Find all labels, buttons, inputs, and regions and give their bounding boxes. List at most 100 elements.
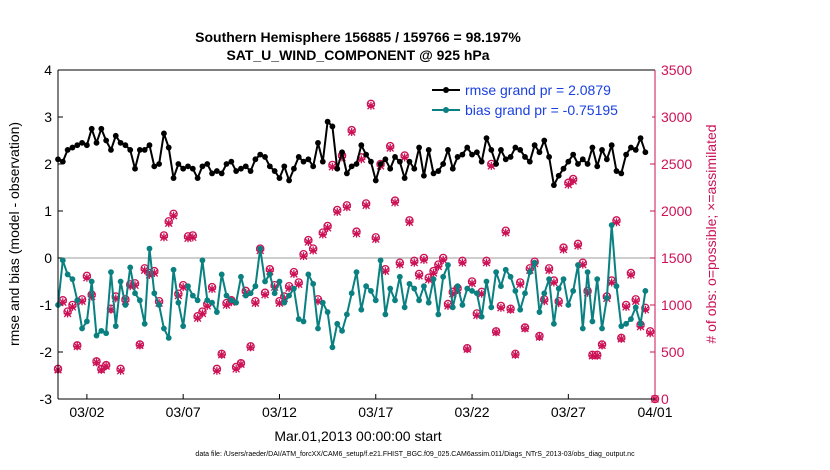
y-tick-label-left: 0 xyxy=(44,250,52,266)
rmse-point xyxy=(575,161,581,167)
rmse-point xyxy=(469,151,475,158)
bias-point xyxy=(291,285,297,292)
obs-assimilated-marker xyxy=(188,233,197,242)
rmse-point xyxy=(473,149,480,156)
rmse-point xyxy=(387,165,394,172)
rmse-point xyxy=(570,151,577,158)
obs-assimilated-marker xyxy=(299,252,308,261)
chart-title-line2: SAT_U_WIND_COMPONENT @ 925 hPa xyxy=(226,47,489,63)
rmse-point xyxy=(266,163,273,170)
bias-point xyxy=(599,325,605,332)
rmse-point xyxy=(228,158,235,165)
y-tick-label-left: -1 xyxy=(40,297,53,313)
rmse-point xyxy=(584,161,591,167)
y-tick-label-right: 3000 xyxy=(661,109,692,125)
rmse-point xyxy=(642,149,649,156)
rmse-point xyxy=(512,144,519,151)
bias-point xyxy=(252,283,259,290)
rmse-point xyxy=(238,165,244,172)
y-tick-label-right: 1500 xyxy=(661,250,692,266)
bias-point xyxy=(319,299,326,306)
rmse-point xyxy=(291,165,297,172)
bias-point xyxy=(266,271,273,278)
bias-point xyxy=(618,323,625,330)
bias-point xyxy=(363,283,370,290)
rmse-point xyxy=(507,154,514,160)
y-tick-label-right: 0 xyxy=(661,391,669,407)
rmse-point xyxy=(348,163,355,170)
obs-assimilated-marker xyxy=(371,235,380,244)
obs-assimilated-marker xyxy=(212,366,221,375)
obs-assimilated-marker xyxy=(198,309,207,318)
chart-legend: rmse grand pr = 2.0879 bias grand pr = -… xyxy=(428,79,652,120)
rmse-point xyxy=(628,144,634,151)
obs-assimilated-marker xyxy=(400,153,409,162)
rmse-point xyxy=(175,161,182,167)
rmse-point xyxy=(136,147,143,153)
obs-assimilated-marker xyxy=(501,228,510,237)
rmse-point xyxy=(305,156,312,163)
obs-assimilated-marker xyxy=(261,290,270,299)
rmse-point xyxy=(454,154,461,160)
bias-point xyxy=(425,299,432,306)
bias-point xyxy=(233,299,240,306)
rmse-point xyxy=(550,182,557,189)
rmse-point xyxy=(343,170,350,177)
bias-point xyxy=(440,273,447,280)
bias-point xyxy=(223,292,230,299)
obs-assimilated-marker xyxy=(82,273,91,282)
rmse-point xyxy=(632,147,639,153)
rmse-point xyxy=(122,142,129,149)
bias-point xyxy=(79,325,85,332)
obs-assimilated-marker xyxy=(73,342,82,351)
bias-point xyxy=(122,302,129,308)
obs-assimilated-marker xyxy=(309,246,318,255)
rmse-point xyxy=(372,177,379,184)
bias-point xyxy=(387,285,394,292)
bias-point xyxy=(642,288,649,294)
rmse-point xyxy=(541,137,548,144)
bias-point xyxy=(83,318,90,325)
obs-assimilated-marker xyxy=(68,302,77,311)
rmse-point xyxy=(88,125,95,132)
bias-point xyxy=(435,311,442,318)
bias-point xyxy=(396,273,403,280)
rmse-point xyxy=(493,161,500,167)
bias-point xyxy=(108,269,114,275)
bias-point xyxy=(204,297,211,304)
bias-point xyxy=(286,292,292,299)
bias-point xyxy=(603,295,610,301)
bias-point xyxy=(589,318,596,325)
y-tick-label-right: 2000 xyxy=(661,203,692,219)
rmse-point xyxy=(59,158,66,165)
rmse-point xyxy=(295,154,302,160)
chart-title-line1: Southern Hemisphere 156885 / 159766 = 98… xyxy=(195,29,521,45)
rmse-point xyxy=(603,156,610,163)
bias-point xyxy=(522,290,528,297)
bias-point xyxy=(194,297,201,304)
rmse-point xyxy=(411,165,418,172)
bias-point xyxy=(59,257,66,264)
bias-point xyxy=(445,262,451,268)
legend-bias-label: bias grand pr = -0.75195 xyxy=(465,102,618,118)
bias-point xyxy=(411,285,418,292)
bias-point xyxy=(199,257,206,264)
obs-assimilated-marker xyxy=(506,305,515,314)
bias-point xyxy=(555,285,562,292)
rmse-point xyxy=(536,149,543,156)
rmse-point xyxy=(488,147,495,153)
bias-point xyxy=(276,278,283,285)
obs-assimilated-marker xyxy=(318,230,327,239)
bias-point xyxy=(531,259,538,266)
rmse-point xyxy=(406,158,413,165)
bias-point xyxy=(493,269,500,275)
rmse-point xyxy=(324,118,331,125)
y-axis-label-right: # of obs: o=possible; ×=assimilated xyxy=(703,124,719,343)
bias-point xyxy=(358,306,365,313)
obs-assimilated-marker xyxy=(415,271,424,280)
obs-assimilated-marker xyxy=(631,297,640,306)
rmse-point xyxy=(464,144,471,151)
bias-point xyxy=(343,311,350,318)
bias-point xyxy=(238,273,244,280)
obs-assimilated-marker xyxy=(116,366,125,375)
